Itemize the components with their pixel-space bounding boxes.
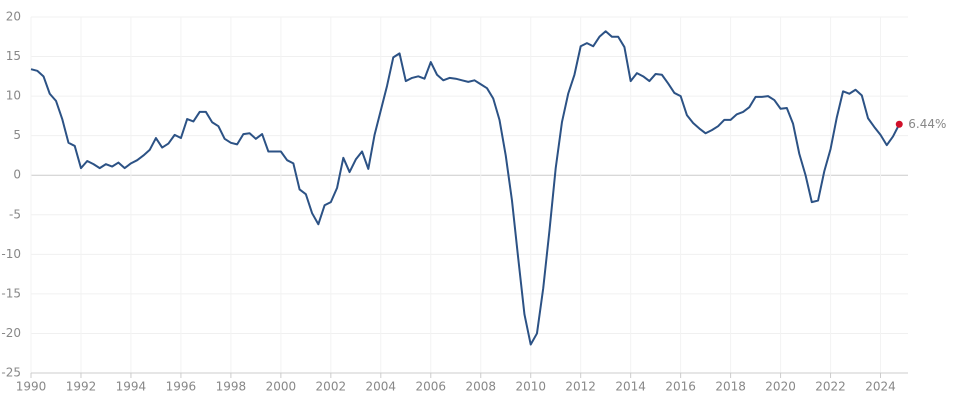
x-tick-label: 1998	[216, 380, 247, 394]
data-label: 6.44%	[908, 117, 946, 131]
y-tick-label: -15	[1, 286, 21, 300]
y-tick-label: 10	[6, 89, 21, 103]
y-tick-label: 5	[13, 128, 21, 142]
x-tick-label: 1990	[16, 380, 47, 394]
x-tick-label: 1996	[166, 380, 197, 394]
x-tick-label: 2018	[715, 380, 746, 394]
line	[30, 30, 901, 346]
point	[895, 120, 903, 128]
y-tick-label: -20	[1, 326, 21, 340]
x-tick-label: 2020	[765, 380, 796, 394]
y-tick-label: 15	[6, 49, 21, 63]
y-tick-label: -10	[1, 247, 21, 261]
x-tick-label: 2016	[665, 380, 696, 394]
x-tick-label: 1992	[66, 380, 97, 394]
x-tick-label: 2002	[316, 380, 347, 394]
x-tick-label: 2004	[366, 380, 397, 394]
x-tick-label: 2022	[815, 380, 846, 394]
x-tick-label: 1994	[116, 380, 147, 394]
y-tick-label: 20	[6, 10, 21, 24]
x-tick-label: 2014	[615, 380, 646, 394]
x-tick-label: 2008	[465, 380, 496, 394]
x-tick-label: 2024	[865, 380, 896, 394]
y-tick-label: 0	[13, 168, 21, 182]
x-tick-label: 2006	[415, 380, 446, 394]
x-tick-label: 2010	[515, 380, 546, 394]
x-tick-label: 2012	[565, 380, 596, 394]
y-tick-label: -5	[9, 207, 21, 221]
y-tick-label: -25	[1, 366, 21, 380]
x-tick-label: 2000	[266, 380, 297, 394]
